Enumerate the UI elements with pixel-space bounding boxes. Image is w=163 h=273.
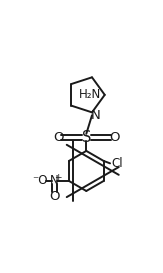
Text: O: O: [53, 131, 64, 144]
Text: ⁻O: ⁻O: [33, 174, 48, 188]
Text: S: S: [82, 130, 91, 145]
Text: N: N: [50, 174, 59, 188]
Text: H₂N: H₂N: [79, 88, 101, 101]
Text: +: +: [54, 173, 62, 182]
Text: N: N: [91, 109, 101, 122]
Text: O: O: [49, 190, 60, 203]
Text: Cl: Cl: [112, 157, 123, 170]
Text: O: O: [109, 131, 120, 144]
